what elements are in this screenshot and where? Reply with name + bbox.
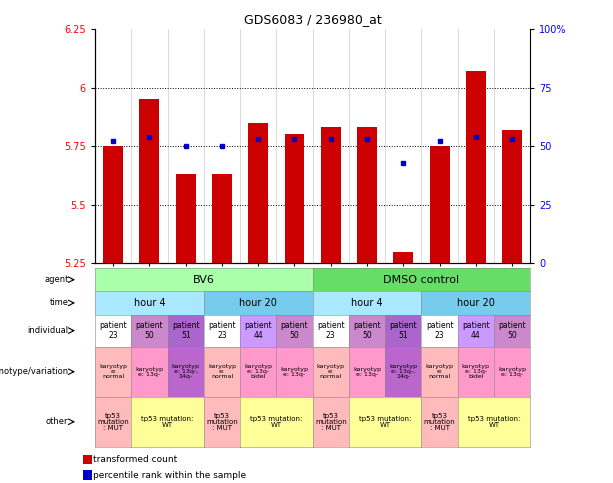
Text: transformed count: transformed count [93, 455, 177, 464]
Text: patient
50: patient 50 [353, 322, 381, 340]
Text: hour 4: hour 4 [134, 298, 166, 308]
Bar [103, 146, 123, 263]
Text: patient
50: patient 50 [498, 322, 526, 340]
Text: karyotyp
e: 13q-: karyotyp e: 13q- [353, 367, 381, 377]
Bar [466, 71, 486, 263]
Text: patient
50: patient 50 [135, 322, 163, 340]
Text: patient
44: patient 44 [245, 322, 272, 340]
Text: karyotyp
e: 13q-
bidel: karyotyp e: 13q- bidel [462, 364, 490, 380]
Text: other: other [46, 417, 69, 426]
Text: tp53
mutation
: MUT: tp53 mutation : MUT [206, 412, 238, 431]
Bar [176, 174, 196, 263]
Text: karyotyp
e: 13q-,
14q-: karyotyp e: 13q-, 14q- [389, 364, 417, 380]
Text: patient
23: patient 23 [426, 322, 454, 340]
Bar [83, 470, 91, 480]
Text: karyotyp
e: 13q-: karyotyp e: 13q- [498, 367, 526, 377]
Text: patient
23: patient 23 [208, 322, 236, 340]
Bar [430, 146, 449, 263]
Text: patient
51: patient 51 [172, 322, 199, 340]
Text: hour 4: hour 4 [351, 298, 383, 308]
Text: patient
51: patient 51 [389, 322, 417, 340]
Text: karyotyp
e: 13q-
bidel: karyotyp e: 13q- bidel [244, 364, 272, 380]
Text: patient
23: patient 23 [317, 322, 345, 340]
Bar [212, 174, 232, 263]
Bar [83, 455, 91, 464]
Bar [139, 99, 159, 263]
Bar [248, 123, 268, 263]
Text: karyotyp
e: 13q-: karyotyp e: 13q- [135, 367, 164, 377]
Text: tp53
mutation
: MUT: tp53 mutation : MUT [97, 412, 129, 431]
Bar [502, 130, 522, 263]
Text: tp53 mutation:
WT: tp53 mutation: WT [359, 416, 411, 428]
Text: patient
44: patient 44 [462, 322, 490, 340]
Text: karyotyp
e:
normal: karyotyp e: normal [425, 364, 454, 380]
Text: time: time [50, 298, 69, 307]
Text: tp53
mutation
: MUT: tp53 mutation : MUT [315, 412, 346, 431]
Text: tp53 mutation:
WT: tp53 mutation: WT [142, 416, 194, 428]
Bar [284, 134, 305, 263]
Text: percentile rank within the sample: percentile rank within the sample [93, 470, 246, 480]
Bar [321, 128, 341, 263]
Text: tp53 mutation:
WT: tp53 mutation: WT [468, 416, 520, 428]
Text: patient
50: patient 50 [281, 322, 308, 340]
Text: genotype/variation: genotype/variation [0, 367, 69, 376]
Text: tp53 mutation:
WT: tp53 mutation: WT [250, 416, 303, 428]
Text: karyotyp
e:
normal: karyotyp e: normal [317, 364, 345, 380]
Text: karyotyp
e:
normal: karyotyp e: normal [208, 364, 236, 380]
Text: hour 20: hour 20 [457, 298, 495, 308]
Text: patient
23: patient 23 [99, 322, 127, 340]
Text: agent: agent [44, 275, 69, 284]
Bar [357, 128, 377, 263]
Text: karyotyp
e: 13q-,
14q-: karyotyp e: 13q-, 14q- [172, 364, 200, 380]
Text: BV6: BV6 [193, 275, 215, 284]
Text: hour 20: hour 20 [239, 298, 277, 308]
Title: GDS6083 / 236980_at: GDS6083 / 236980_at [244, 14, 381, 27]
Text: DMSO control: DMSO control [383, 275, 460, 284]
Text: individual: individual [28, 326, 69, 335]
Text: tp53
mutation
: MUT: tp53 mutation : MUT [424, 412, 455, 431]
Text: karyotyp
e:
normal: karyotyp e: normal [99, 364, 127, 380]
Bar [394, 252, 413, 263]
Text: karyotyp
e: 13q-: karyotyp e: 13q- [281, 367, 308, 377]
